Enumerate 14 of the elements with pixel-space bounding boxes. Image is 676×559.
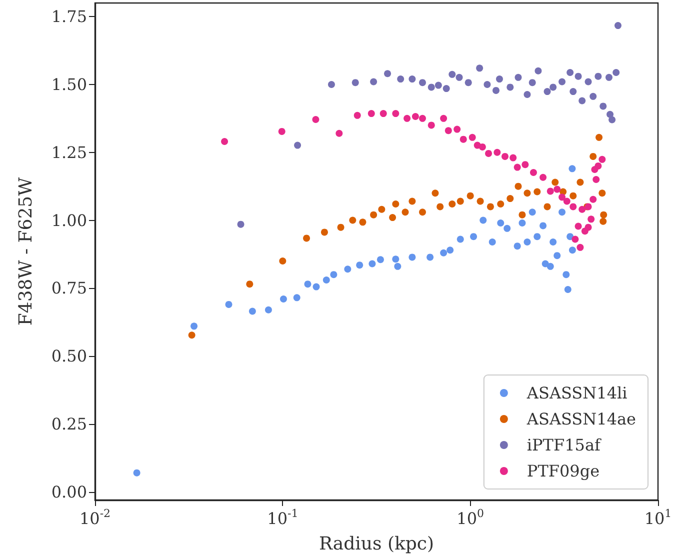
y-axis-title: F438W - F625W [16, 176, 36, 326]
y-tick-label: 1.25 [51, 142, 87, 162]
y-tick-label: 1.75 [51, 7, 87, 26]
y-tick-label: 1.00 [51, 210, 87, 230]
y-tick-label: 0.75 [51, 278, 87, 298]
x-axis-title: Radius (kpc) [318, 534, 434, 554]
y-tick-label: 0.50 [51, 346, 87, 366]
legend-label: ASASSN14ae [526, 410, 636, 428]
y-tick-label: 1.50 [51, 74, 87, 94]
y-tick-label: 0.00 [51, 482, 87, 502]
legend-label: ASASSN14li [526, 384, 628, 402]
legend-label: iPTF15af [526, 436, 602, 454]
y-tick-label: 0.25 [51, 414, 87, 434]
legend-label: PTF09ge [526, 462, 600, 480]
